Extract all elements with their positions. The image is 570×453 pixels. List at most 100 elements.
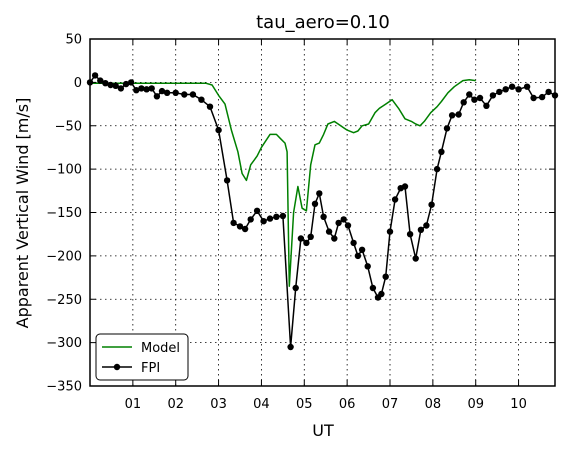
data-point-fpi: [331, 235, 338, 242]
data-point-fpi: [247, 216, 254, 223]
data-point-fpi: [391, 196, 399, 203]
data-point-fpi: [412, 255, 419, 262]
data-point-fpi: [91, 72, 99, 79]
data-point-fpi: [127, 79, 135, 86]
y-tick-label: −50: [55, 119, 82, 134]
data-point-fpi: [148, 85, 155, 92]
data-point-fpi: [344, 222, 352, 229]
data-point-fpi: [311, 200, 319, 207]
y-tick-label: −300: [46, 336, 82, 351]
y-tick-label: 50: [65, 33, 82, 48]
x-tick-label: 03: [210, 397, 227, 412]
y-axis-label: Apparent Vertical Wind [m/s]: [13, 98, 32, 329]
data-point-fpi: [163, 89, 171, 97]
data-point-fpi: [206, 103, 214, 110]
data-point-fpi: [386, 228, 394, 235]
data-point-fpi: [241, 225, 249, 233]
data-point-fpi: [433, 165, 441, 173]
data-point-fpi: [143, 86, 150, 93]
data-point-fpi: [460, 99, 467, 106]
series-line-fpi: [89, 74, 556, 348]
data-point-fpi: [107, 81, 114, 89]
data-point-fpi: [297, 235, 305, 242]
data-point-fpi: [538, 93, 546, 101]
data-point-fpi: [443, 125, 451, 132]
data-point-fpi: [158, 87, 166, 95]
data-point-fpi: [253, 207, 261, 214]
data-point-fpi: [97, 77, 104, 84]
data-point-fpi: [335, 219, 342, 227]
data-point-fpi: [401, 183, 409, 190]
data-point-fpi: [215, 126, 222, 134]
legend-fpi-marker: [113, 363, 121, 371]
data-point-fpi: [354, 252, 362, 260]
legend: Model FPI: [95, 333, 189, 381]
y-tick-label: 0: [74, 76, 82, 91]
data-point-fpi: [502, 86, 509, 93]
data-point-fpi: [236, 223, 244, 230]
data-point-fpi: [428, 201, 435, 208]
data-point-fpi: [138, 85, 145, 92]
data-point-fpi: [172, 89, 179, 97]
data-point-fpi: [364, 263, 371, 270]
data-point-fpi: [515, 86, 522, 93]
y-tick-label: −350: [46, 380, 82, 395]
x-tick-label: 09: [467, 397, 484, 412]
data-point-fpi: [545, 88, 552, 96]
x-tick-label: 01: [125, 397, 142, 412]
data-point-fpi: [287, 343, 294, 351]
data-point-fpi: [273, 213, 280, 220]
data-point-fpi: [153, 93, 161, 100]
data-point-fpi: [117, 85, 125, 92]
data-point-fpi: [266, 215, 274, 222]
x-tick-label: 05: [296, 397, 313, 412]
data-point-fpi: [489, 92, 497, 99]
data-point-fpi: [455, 111, 462, 118]
data-point-fpi: [476, 94, 484, 102]
data-point-fpi: [122, 80, 130, 88]
data-point-fpi: [406, 231, 414, 238]
y-tick-label: −150: [46, 206, 82, 221]
data-point-fpi: [133, 87, 140, 94]
data-point-fpi: [369, 284, 377, 292]
data-point-fpi: [102, 80, 109, 87]
x-tick-label: 06: [339, 397, 356, 412]
x-tick-labels: 01 02 03 04 05 06 07 08 09 10: [125, 397, 527, 412]
x-tick-label: 10: [510, 397, 527, 412]
data-point-fpi: [223, 177, 231, 184]
data-point-fpi: [483, 102, 490, 110]
data-point-fpi: [358, 246, 366, 253]
y-tick-label: −250: [46, 293, 82, 308]
data-point-fpi: [181, 91, 188, 98]
data-point-fpi: [112, 82, 119, 90]
x-tick-label: 02: [167, 397, 184, 412]
legend-fpi-label: FPI: [141, 361, 160, 376]
x-tick-label: 07: [382, 397, 399, 412]
data-point-fpi: [496, 88, 503, 96]
data-point-fpi: [423, 222, 430, 229]
data-point-fpi: [340, 216, 347, 223]
y-tick-label: −200: [46, 249, 82, 264]
data-point-fpi: [325, 228, 333, 235]
x-axis-label: UT: [312, 421, 334, 440]
data-point-fpi: [438, 148, 445, 155]
data-point-fpi: [378, 290, 385, 298]
data-point-fpi: [471, 96, 478, 103]
data-point-fpi: [448, 112, 456, 119]
data-point-fpi: [466, 91, 473, 98]
data-point-fpi: [303, 239, 310, 247]
data-point-fpi: [523, 83, 531, 90]
data-point-fpi: [307, 233, 314, 240]
legend-model-label: Model: [141, 341, 180, 356]
data-point-fpi: [316, 190, 323, 197]
data-point-fpi: [292, 284, 299, 292]
y-tick-labels: 50 0 −50 −100 −150 −200 −250 −300 −350: [46, 33, 82, 395]
data-point-fpi: [260, 218, 267, 225]
plot-series: [86, 72, 559, 351]
x-tick-label: 08: [425, 397, 442, 412]
data-point-fpi: [279, 212, 287, 220]
x-tick-label: 04: [253, 397, 270, 412]
data-point-fpi: [508, 83, 516, 90]
data-point-fpi: [189, 91, 197, 98]
